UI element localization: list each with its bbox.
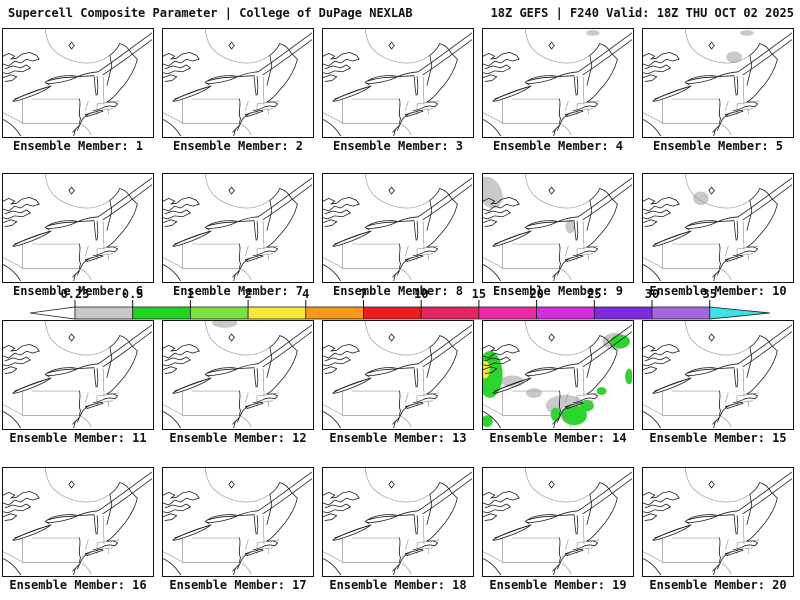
ensemble-panel-19: Ensemble Member: 19	[482, 467, 634, 592]
ensemble-map-4	[482, 28, 634, 138]
ensemble-map-1	[2, 28, 154, 138]
page-title: Supercell Composite Parameter | College …	[8, 6, 413, 20]
ensemble-map-19	[482, 467, 634, 577]
colorbar-tick-label: 0.25	[61, 287, 90, 301]
colorbar-tick-label: 30	[645, 287, 659, 301]
colorbar-scale: 0.25 0.5 1 2 4 7 10 15 20 25 30 35	[29, 287, 771, 320]
ensemble-panel-2: Ensemble Member: 2	[162, 28, 314, 153]
ensemble-map-5	[642, 28, 794, 138]
colorbar-tick-label: 25	[587, 287, 601, 301]
ensemble-panel-13: Ensemble Member: 13	[322, 320, 474, 445]
ensemble-panel-8: Ensemble Member: 8	[322, 173, 474, 298]
colorbar-tick-label: 1	[187, 287, 194, 301]
colorbar-tick-label: 0.5	[122, 287, 144, 301]
ensemble-map-13	[322, 320, 474, 430]
ensemble-member-label: Ensemble Member: 11	[9, 431, 147, 445]
ensemble-map-16	[2, 467, 154, 577]
ensemble-panel-18: Ensemble Member: 18	[322, 467, 474, 592]
ensemble-member-label: Ensemble Member: 19	[489, 578, 627, 592]
ensemble-row-1: Ensemble Member: 1 Ensemble Member: 2 En…	[2, 28, 794, 153]
ensemble-map-17	[162, 467, 314, 577]
ensemble-member-label: Ensemble Member: 3	[332, 139, 464, 153]
ensemble-map-18	[322, 467, 474, 577]
ensemble-panel-3: Ensemble Member: 3	[322, 28, 474, 153]
ensemble-member-label: Ensemble Member: 10	[649, 284, 787, 298]
ensemble-member-label: Ensemble Member: 7	[172, 284, 304, 298]
run-valid-title: 18Z GEFS | F240 Valid: 18Z THU OCT 02 20…	[490, 6, 794, 20]
ensemble-map-11	[2, 320, 154, 430]
ensemble-member-label: Ensemble Member: 6	[12, 284, 144, 298]
colorbar: 0.25 0.5 1 2 4 7 10 15 20 25 30 35	[0, 286, 800, 322]
ensemble-map-20	[642, 467, 794, 577]
ensemble-map-14	[482, 320, 634, 430]
ensemble-panel-9: Ensemble Member: 9	[482, 173, 634, 298]
ensemble-panel-15: Ensemble Member: 15	[642, 320, 794, 445]
ensemble-member-label: Ensemble Member: 2	[172, 139, 304, 153]
ensemble-member-label: Ensemble Member: 13	[329, 431, 467, 445]
colorbar-tick-label: 2	[244, 287, 251, 301]
ensemble-panel-14: Ensemble Member: 14	[482, 320, 634, 445]
ensemble-map-6	[2, 173, 154, 283]
ensemble-panel-7: Ensemble Member: 7	[162, 173, 314, 298]
ensemble-panel-4: Ensemble Member: 4	[482, 28, 634, 153]
ensemble-panel-16: Ensemble Member: 16	[2, 467, 154, 592]
ensemble-member-label: Ensemble Member: 15	[649, 431, 787, 445]
colorbar-tick-label: 15	[472, 287, 486, 301]
ensemble-member-label: Ensemble Member: 5	[652, 139, 784, 153]
ensemble-map-7	[162, 173, 314, 283]
ensemble-row-3: Ensemble Member: 11 Ensemble Member: 12 …	[2, 320, 794, 445]
ensemble-member-label: Ensemble Member: 16	[9, 578, 147, 592]
ensemble-panel-1: Ensemble Member: 1	[2, 28, 154, 153]
colorbar-tick-label: 20	[529, 287, 543, 301]
ensemble-row-2: Ensemble Member: 6 Ensemble Member: 7 En…	[2, 173, 794, 298]
ensemble-member-label: Ensemble Member: 12	[169, 431, 307, 445]
colorbar-tick-label: 10	[414, 287, 428, 301]
colorbar-tick-label: 7	[360, 287, 367, 301]
ensemble-panel-20: Ensemble Member: 20	[642, 467, 794, 592]
ensemble-member-label: Ensemble Member: 4	[492, 139, 624, 153]
ensemble-panel-11: Ensemble Member: 11	[2, 320, 154, 445]
ensemble-row-4: Ensemble Member: 16 Ensemble Member: 17 …	[2, 467, 794, 592]
ensemble-panel-6: Ensemble Member: 6	[2, 173, 154, 298]
ensemble-map-9	[482, 173, 634, 283]
ensemble-map-12	[162, 320, 314, 430]
ensemble-member-label: Ensemble Member: 17	[169, 578, 307, 592]
ensemble-member-label: Ensemble Member: 20	[649, 578, 787, 592]
ensemble-panel-10: Ensemble Member: 10	[642, 173, 794, 298]
ensemble-map-3	[322, 28, 474, 138]
ensemble-map-2	[162, 28, 314, 138]
ensemble-panel-17: Ensemble Member: 17	[162, 467, 314, 592]
ensemble-map-15	[642, 320, 794, 430]
ensemble-member-label: Ensemble Member: 14	[489, 431, 627, 445]
ensemble-member-label: Ensemble Member: 18	[329, 578, 467, 592]
ensemble-member-label: Ensemble Member: 1	[12, 139, 144, 153]
ensemble-member-label: Ensemble Member: 8	[332, 284, 464, 298]
ensemble-member-label: Ensemble Member: 9	[492, 284, 624, 298]
ensemble-panel-5: Ensemble Member: 5	[642, 28, 794, 153]
ensemble-panel-12: Ensemble Member: 12	[162, 320, 314, 445]
colorbar-tick-label: 35	[702, 287, 716, 301]
colorbar-tick-label: 4	[302, 287, 309, 301]
ensemble-map-10	[642, 173, 794, 283]
ensemble-map-8	[322, 173, 474, 283]
